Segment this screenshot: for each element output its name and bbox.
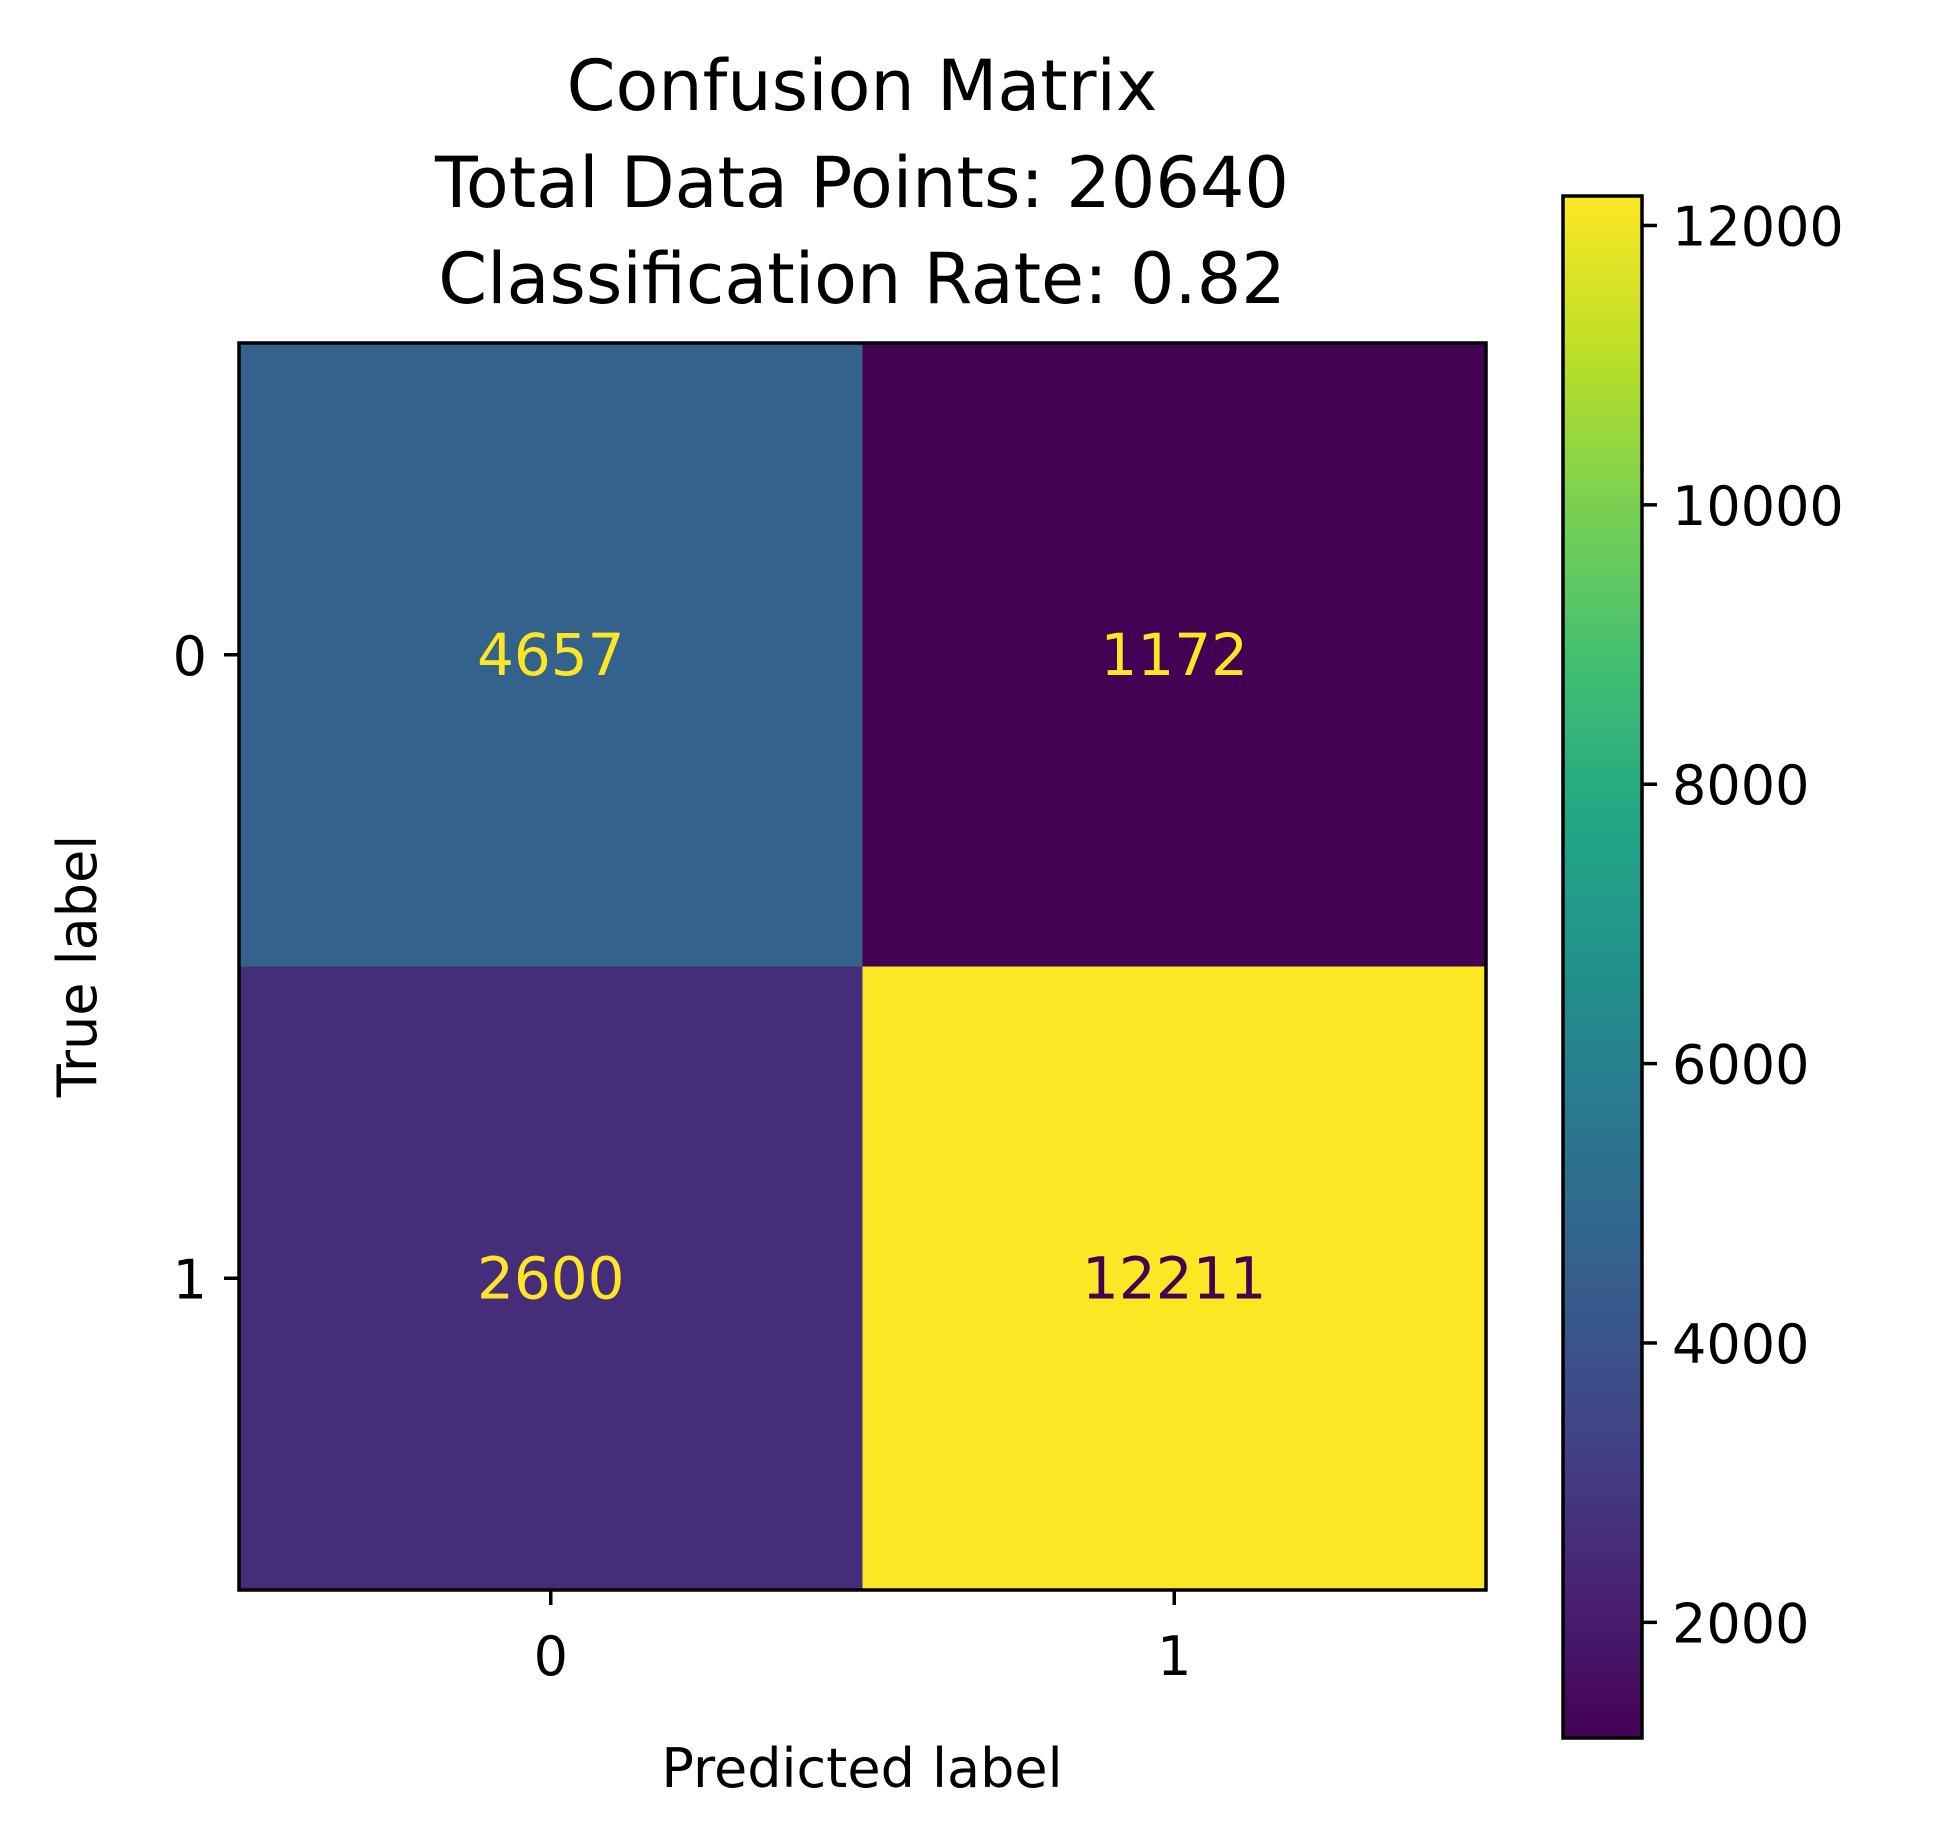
chart-title-line-1: Confusion Matrix xyxy=(567,45,1158,127)
heatmap-cells xyxy=(239,343,1486,1590)
axis-ticks: 0 1 0 1 xyxy=(173,625,1192,1688)
plot-frame xyxy=(237,341,1488,1592)
cell-value-0-1: 1172 xyxy=(1100,621,1248,689)
y-axis-label: True label xyxy=(46,835,109,1098)
colorbar-tick-label-5: 12000 xyxy=(1672,195,1844,258)
colorbar-tick-label-1: 4000 xyxy=(1672,1313,1809,1376)
cell-value-1-1: 12211 xyxy=(1082,1244,1267,1312)
colorbar xyxy=(1561,194,1644,1740)
y-tick-label-0: 0 xyxy=(173,625,207,688)
heatmap-cell-1-0 xyxy=(239,966,863,1590)
cell-value-1-0: 2600 xyxy=(477,1244,625,1312)
y-tick-label-1: 1 xyxy=(173,1248,207,1311)
x-tick-label-1: 1 xyxy=(1157,1625,1191,1688)
chart-title-line-2: Total Data Points: 20640 xyxy=(434,142,1289,224)
cell-value-0-0: 4657 xyxy=(477,621,625,689)
colorbar-ticks: 2000 4000 6000 8000 10000 12000 xyxy=(1642,195,1844,1655)
colorbar-tick-label-3: 8000 xyxy=(1672,754,1809,817)
x-tick-label-0: 0 xyxy=(534,1625,568,1688)
x-axis-label: Predicted label xyxy=(661,1737,1062,1800)
heatmap-cell-0-0 xyxy=(239,343,863,967)
colorbar-tick-label-4: 10000 xyxy=(1672,475,1844,538)
colorbar-tick-label-2: 6000 xyxy=(1672,1034,1809,1097)
heatmap-cell-1-1 xyxy=(862,966,1486,1590)
colorbar-tick-label-0: 2000 xyxy=(1672,1592,1809,1655)
chart-title-line-3: Classification Rate: 0.82 xyxy=(438,238,1286,320)
cell-annotations: 4657 1172 2600 12211 xyxy=(477,621,1267,1313)
heatmap-cell-0-1 xyxy=(862,343,1486,967)
